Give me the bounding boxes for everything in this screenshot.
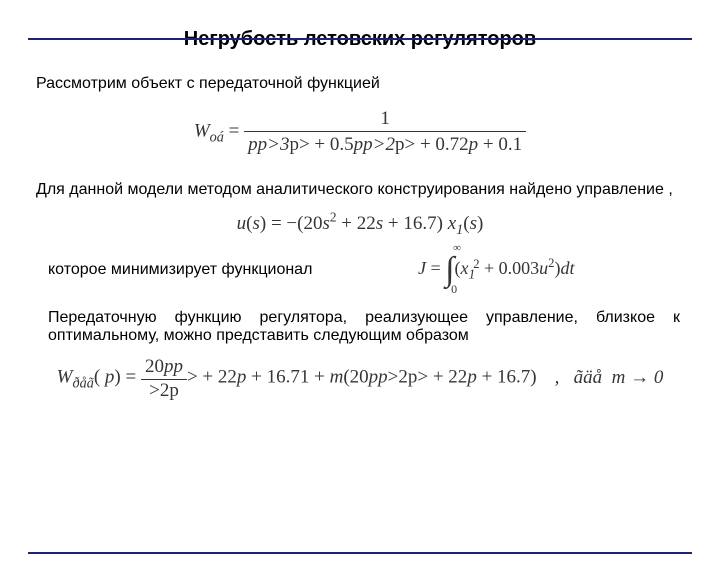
equation-3: Wðåã( p) = 20pp>2p> + 22p + 16.71 + m(20… (0, 355, 720, 402)
paragraph-1: Рассмотрим объект с передаточной функцие… (36, 75, 684, 93)
functional-text: которое минимизирует функционал (48, 261, 312, 279)
equation-functional: J = ∫∞0(x12 + 0.003u2)dt (312, 253, 680, 287)
bottom-rule (28, 552, 692, 554)
equation-1: Woá = 1pp>3p> + 0.5pp>2p> + 0.72p + 0.1 (0, 107, 720, 157)
paragraph-2: Для данной модели методом аналитического… (36, 181, 684, 199)
paragraph-3: Передаточную функцию регулятора, реализу… (48, 309, 680, 345)
equation-2: u(s) = −(20s2 + 22s + 16.7) x1(s) (0, 213, 720, 235)
functional-row: которое минимизирует функционал J = ∫∞0(… (48, 253, 680, 287)
top-rule (28, 38, 692, 40)
